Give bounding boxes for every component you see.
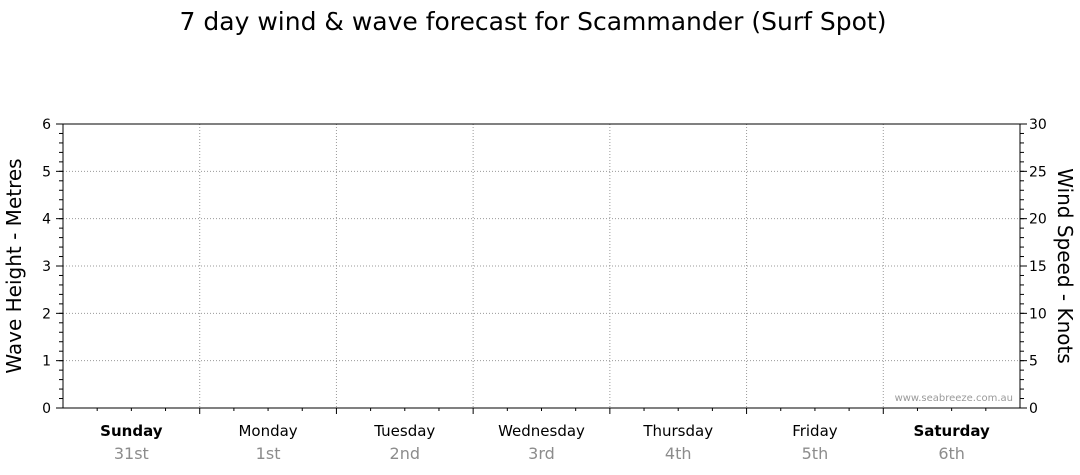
y2-tick-label: 25 — [1029, 164, 1047, 180]
watermark: www.seabreeze.com.au — [895, 393, 1013, 404]
day-label: Wednesday — [498, 422, 585, 440]
date-label: 2nd — [390, 444, 420, 463]
y-tick-label: 4 — [42, 212, 51, 228]
date-label: 4th — [665, 444, 692, 463]
grid — [63, 124, 1020, 408]
left-axis-title: Wave Height - Metres — [2, 158, 26, 373]
left-axis: 0 1 2 3 4 5 6 — [42, 117, 63, 417]
x-axis: Sunday 31st Monday 1st Tuesday 2nd Wednesday 3r… — [96, 408, 990, 463]
day-label: Sunday — [100, 422, 163, 440]
y2-tick-label: 10 — [1029, 306, 1047, 322]
y-tick-label: 1 — [42, 354, 51, 370]
day-label: Tuesday — [373, 422, 435, 440]
y2-tick-label: 0 — [1029, 401, 1038, 417]
date-label: 3rd — [528, 444, 555, 463]
y-tick-label: 2 — [42, 306, 51, 322]
chart-title: 7 day wind & wave forecast for Scammande… — [180, 7, 887, 36]
date-label: 5th — [802, 444, 829, 463]
day-label: Thursday — [642, 422, 713, 440]
day-label: Friday — [792, 422, 838, 440]
date-label: 6th — [938, 444, 965, 463]
y-tick-label: 0 — [42, 401, 51, 417]
date-label: 31st — [114, 444, 149, 463]
y2-tick-label: 20 — [1029, 212, 1047, 228]
y2-tick-label: 30 — [1029, 117, 1047, 133]
day-label: Monday — [238, 422, 297, 440]
day-label: Saturday — [913, 422, 990, 440]
y-tick-label: 3 — [42, 259, 51, 275]
y-tick-label: 6 — [42, 117, 51, 133]
y2-tick-label: 5 — [1029, 354, 1038, 370]
right-axis: 0 5 10 15 20 25 30 — [1020, 117, 1047, 417]
y2-tick-label: 15 — [1029, 259, 1047, 275]
y-tick-label: 5 — [42, 164, 51, 180]
date-label: 1st — [256, 444, 281, 463]
right-axis-title: Wind Speed - Knots — [1053, 168, 1077, 364]
